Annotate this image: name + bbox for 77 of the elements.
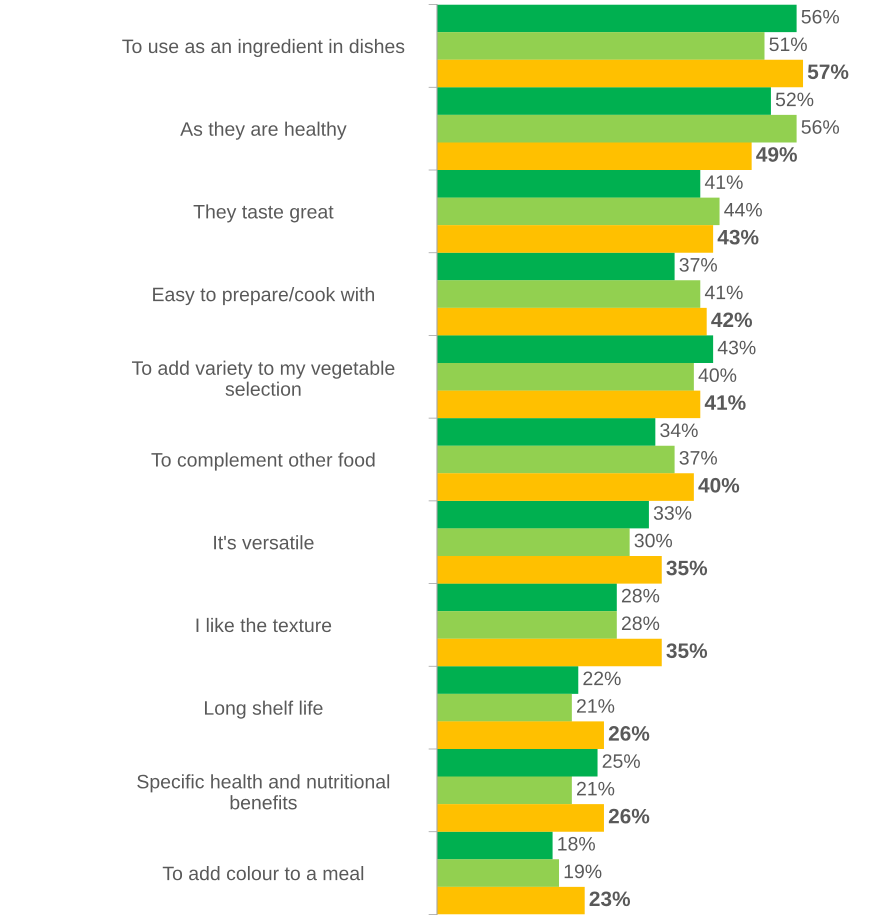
y-tick-label: To complement other food (151, 452, 375, 471)
data-label: 28% (622, 616, 660, 630)
bar (437, 60, 804, 88)
data-label: 44% (724, 202, 762, 217)
data-label: 25% (602, 754, 640, 768)
data-label: 18% (558, 836, 595, 851)
data-label: 56% (802, 120, 840, 134)
data-label: 21% (577, 699, 614, 713)
bar (437, 142, 752, 170)
y-tick-label: To add variety to my vegetable selection (132, 360, 394, 396)
bar (437, 859, 560, 887)
data-label: 51% (769, 37, 807, 52)
y-tick-label: It's versatile (214, 535, 314, 550)
data-label: 22% (583, 672, 621, 686)
data-label: 35% (666, 643, 708, 658)
bar (437, 748, 598, 777)
data-label: 43% (718, 230, 758, 245)
bar (437, 584, 617, 612)
data-label: 33% (654, 506, 692, 520)
data-label: 41% (704, 395, 746, 410)
data-label: 30% (634, 534, 672, 548)
data-label: 35% (666, 560, 708, 576)
data-label: 37% (680, 258, 717, 272)
bar (437, 556, 662, 584)
data-label: 26% (608, 726, 650, 741)
y-tick-label: To use as an ingredient in dishes (122, 38, 404, 58)
bar (437, 280, 700, 308)
data-label: 43% (718, 340, 756, 354)
data-label: 57% (808, 64, 848, 80)
data-label: 40% (698, 478, 740, 493)
data-label: 56% (802, 10, 840, 24)
bar (437, 832, 553, 860)
data-label: 37% (680, 450, 717, 465)
bar (437, 363, 694, 391)
data-label: 41% (704, 286, 743, 300)
data-label: 49% (756, 147, 797, 162)
bar (437, 4, 797, 32)
data-label: 19% (564, 864, 602, 878)
bar (437, 87, 771, 115)
bar (437, 32, 765, 60)
bar (437, 335, 714, 364)
bar (437, 886, 585, 914)
bar (437, 804, 604, 832)
y-tick-label: Specific health and nutritional benefits (137, 774, 390, 810)
data-label: 34% (660, 423, 698, 438)
y-tick-label: Long shelf life (204, 700, 323, 719)
data-label: 40% (698, 368, 736, 382)
bar (437, 446, 675, 474)
data-label: 41% (704, 175, 743, 189)
bar (437, 114, 797, 142)
bar (437, 500, 649, 528)
y-tick-label: As they are healthy (180, 122, 347, 140)
bar (437, 694, 572, 722)
bar (437, 638, 662, 666)
data-label: 26% (608, 808, 650, 824)
data-label: 52% (776, 92, 814, 106)
y-tick-label: I like the texture (196, 618, 332, 632)
bar (437, 611, 617, 639)
bar (437, 252, 675, 280)
bar (437, 776, 572, 804)
bar (437, 308, 707, 336)
bar (437, 225, 714, 253)
y-tick-label: They taste great (194, 204, 334, 222)
data-label: 21% (577, 782, 614, 796)
bar (437, 170, 700, 198)
y-tick-label: To add colour to a meal (162, 866, 364, 880)
bar (437, 528, 630, 556)
bar (437, 198, 720, 226)
bar (437, 418, 656, 446)
y-tick-label: Easy to prepare/cook with (153, 287, 374, 306)
bar (437, 666, 578, 694)
data-label: 28% (622, 588, 660, 603)
data-label: 42% (711, 312, 752, 328)
bar (437, 473, 694, 501)
data-label: 23% (590, 891, 630, 906)
bar (437, 390, 700, 418)
bar (437, 721, 604, 749)
